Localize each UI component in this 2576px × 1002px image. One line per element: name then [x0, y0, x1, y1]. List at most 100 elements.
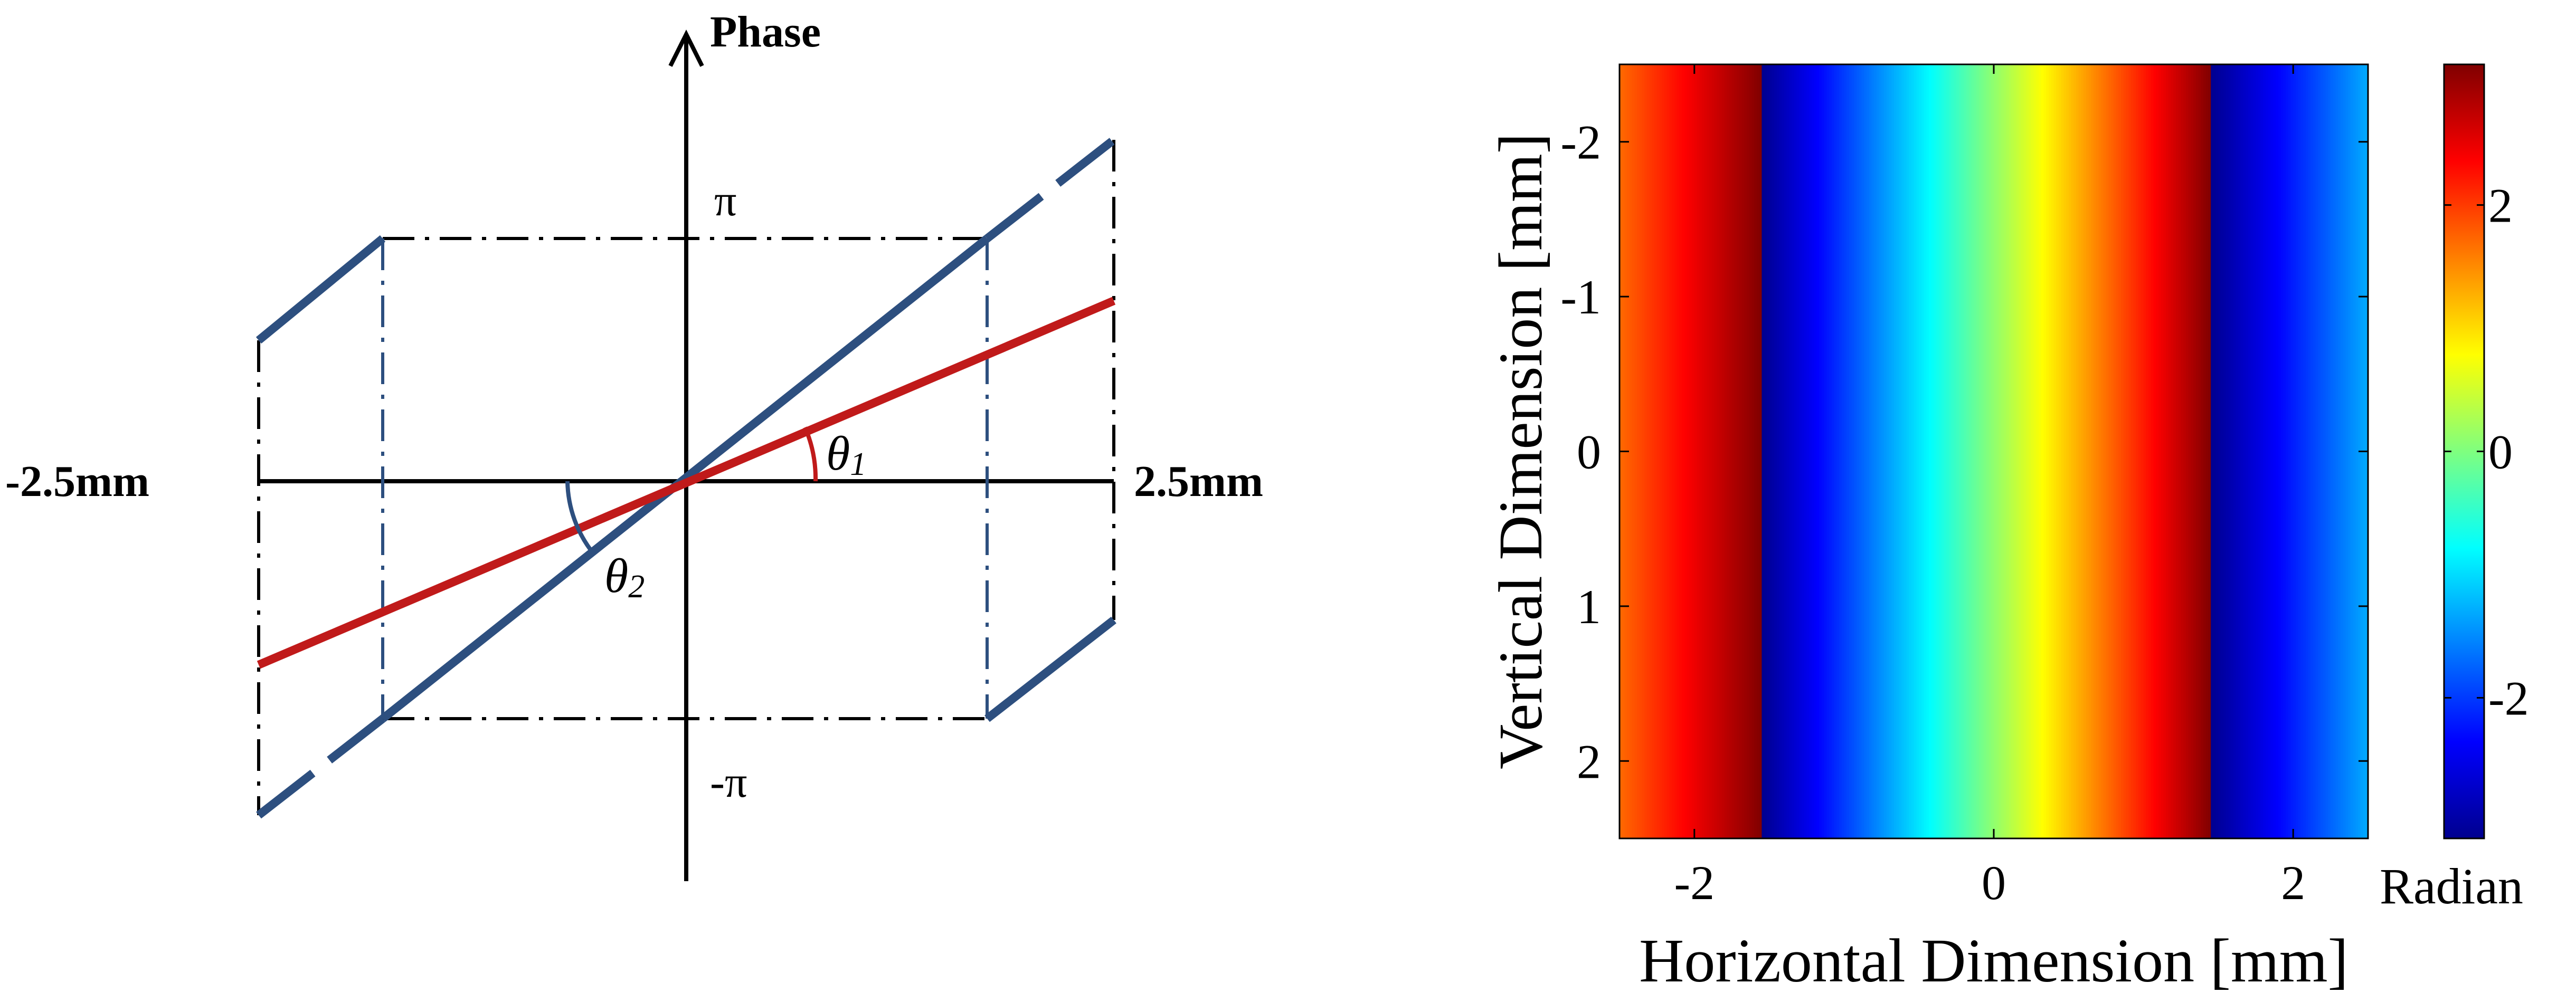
- heatmap-column: [1901, 64, 1905, 838]
- heatmap-column: [1886, 64, 1890, 838]
- heatmap-column: [2171, 64, 2174, 838]
- heatmap-column: [2011, 64, 2014, 838]
- heatmap-column: [1971, 64, 1974, 838]
- colorbar-label: Radian: [2380, 858, 2523, 914]
- heatmap-column: [1964, 64, 1967, 838]
- heatmap-column: [2243, 64, 2247, 838]
- heatmap-column: [2163, 64, 2166, 838]
- heatmap-column: [2033, 64, 2037, 838]
- heatmap-column: [2233, 64, 2237, 838]
- heatmap-column: [1727, 64, 1730, 838]
- heatmap-column: [1829, 64, 1832, 838]
- heatmap-column: [1924, 64, 1927, 838]
- heatmap-column: [1799, 64, 1802, 838]
- heatmap-column: [2116, 64, 2119, 838]
- heatmap-column: [1988, 64, 1992, 838]
- heatmap-column: [1779, 64, 1783, 838]
- heatmap-column: [1731, 64, 1735, 838]
- heatmap-column: [2051, 64, 2054, 838]
- heatmap-column: [1984, 64, 1987, 838]
- heatmap-column: [1921, 64, 1925, 838]
- heatmap-column: [2121, 64, 2124, 838]
- heatmap-column: [2246, 64, 2249, 838]
- x-right-label: 2.5mm: [1134, 457, 1263, 506]
- heatmap-column: [2094, 64, 2097, 838]
- heatmap-column: [2148, 64, 2152, 838]
- y-axis-label: Vertical Dimension [mm]: [1486, 133, 1555, 769]
- heatmap-column: [1637, 64, 1640, 838]
- blue-left-dashed-extension: [256, 715, 385, 819]
- phase-diagram: Phase -2.5mm 2.5mm π -π θ1 θ2: [5, 7, 1263, 881]
- heatmap-column: [1701, 64, 1705, 838]
- heatmap-column: [2061, 64, 2064, 838]
- heatmap-column: [1652, 64, 1655, 838]
- heatmap-column: [2083, 64, 2087, 838]
- heatmap-column: [1861, 64, 1865, 838]
- heatmap-column: [1806, 64, 1810, 838]
- heatmap-column: [2338, 64, 2341, 838]
- colorbar-tick-label: 2: [2488, 179, 2513, 233]
- heatmap-column: [1826, 64, 1830, 838]
- heatmap-column: [2151, 64, 2154, 838]
- heatmap-column: [1958, 64, 1962, 838]
- heatmap-column: [2106, 64, 2109, 838]
- heatmap-column: [2355, 64, 2359, 838]
- heatmap-column: [2111, 64, 2114, 838]
- heatmap-column: [1881, 64, 1884, 838]
- heatmap-column: [2001, 64, 2004, 838]
- heatmap-column: [1632, 64, 1635, 838]
- heatmap-column: [1819, 64, 1822, 838]
- heatmap-column: [1831, 64, 1835, 838]
- phase-heatmap-panel: -2 0 2 -2 -1 0 1 2 Horizontal Dimension [mm] V…: [1486, 63, 2529, 995]
- heatmap-column: [1916, 64, 1919, 838]
- heatmap-column: [2191, 64, 2194, 838]
- heatmap-column: [1769, 64, 1773, 838]
- heatmap-column: [2223, 64, 2227, 838]
- heatmap-column: [2013, 64, 2017, 838]
- heatmap-column: [2128, 64, 2132, 838]
- heatmap-column: [2009, 64, 2012, 838]
- x-axis-label: Horizontal Dimension [mm]: [1639, 926, 2348, 995]
- heatmap-column: [2221, 64, 2224, 838]
- heatmap-column: [1659, 64, 1663, 838]
- dash-dot-guides: [257, 140, 1115, 815]
- heatmap-column: [2236, 64, 2239, 838]
- heatmap-column: [2213, 64, 2217, 838]
- heatmap-column: [2313, 64, 2316, 838]
- heatmap-column: [1699, 64, 1702, 838]
- heatmap-column: [2053, 64, 2057, 838]
- heatmap-column: [1759, 64, 1763, 838]
- heatmap-column: [1794, 64, 1797, 838]
- heatmap-column: [1859, 64, 1862, 838]
- heatmap-column: [2021, 64, 2024, 838]
- heatmap-column: [1809, 64, 1812, 838]
- heatmap-column: [2195, 64, 2199, 838]
- heatmap-column: [2133, 64, 2137, 838]
- heatmap-column: [2108, 64, 2111, 838]
- heatmap-column: [1687, 64, 1690, 838]
- heatmap-column: [1849, 64, 1852, 838]
- heatmap-column: [1871, 64, 1874, 838]
- heatmap-column: [1764, 64, 1767, 838]
- heatmap-column: [1692, 64, 1695, 838]
- heatmap-column: [1642, 64, 1645, 838]
- heatmap-column: [1976, 64, 1980, 838]
- heatmap-column: [2073, 64, 2077, 838]
- heatmap-column: [1634, 64, 1637, 838]
- heatmap-column: [1756, 64, 1760, 838]
- heatmap-column: [1677, 64, 1680, 838]
- heatmap-column: [2178, 64, 2182, 838]
- heatmap-column: [2276, 64, 2279, 838]
- heatmap-column: [2263, 64, 2267, 838]
- heatmap-column: [1814, 64, 1817, 838]
- heatmap-column: [2228, 64, 2231, 838]
- heatmap-column: [1747, 64, 1750, 838]
- heatmap-column: [2315, 64, 2319, 838]
- heatmap-column: [1669, 64, 1673, 838]
- heatmap-column: [2091, 64, 2094, 838]
- x-axis-ticks: -2 0 2: [1674, 64, 2305, 910]
- heatmap-column: [2345, 64, 2348, 838]
- heatmap-column: [2183, 64, 2186, 838]
- heatmap-column: [2096, 64, 2099, 838]
